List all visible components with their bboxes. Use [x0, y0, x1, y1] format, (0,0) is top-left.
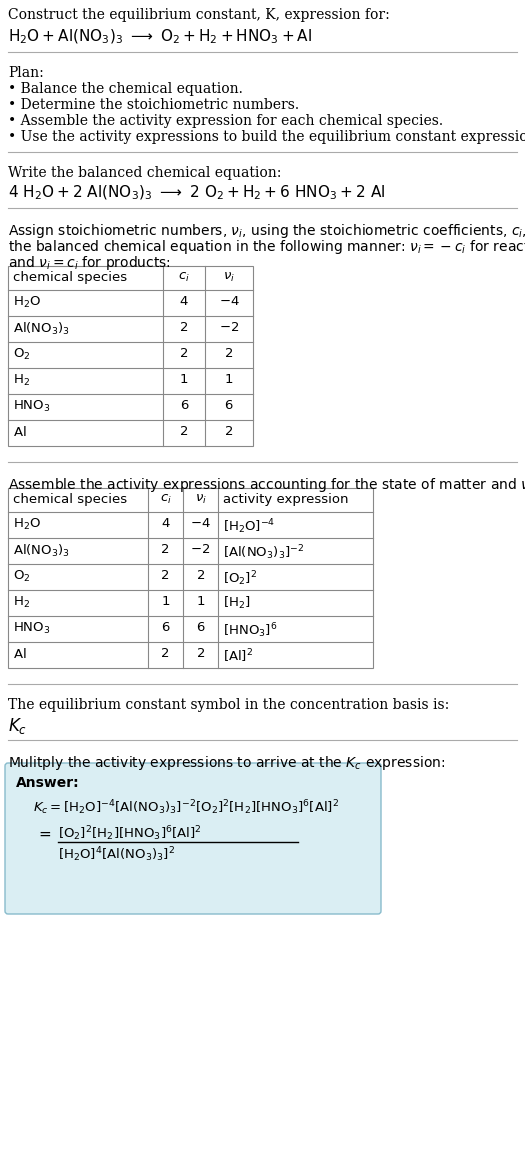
Text: Plan:: Plan: [8, 66, 44, 80]
Text: • Determine the stoichiometric numbers.: • Determine the stoichiometric numbers. [8, 98, 299, 112]
Text: $\mathrm{HNO_3}$: $\mathrm{HNO_3}$ [13, 621, 50, 636]
Text: 2: 2 [161, 543, 170, 556]
Text: $\mathrm{H_2}$: $\mathrm{H_2}$ [13, 595, 30, 610]
Text: $\nu_i$: $\nu_i$ [195, 493, 206, 506]
Text: $\mathrm{4\ H_2O + 2\ Al(NO_3)_3 \ \longrightarrow \ 2\ O_2 + H_2 + 6\ HNO_3 + 2: $\mathrm{4\ H_2O + 2\ Al(NO_3)_3 \ \long… [8, 184, 385, 203]
Text: $[\mathrm{H_2O}]^{-4}$: $[\mathrm{H_2O}]^{-4}$ [223, 516, 275, 536]
Bar [8, 266, 253, 446]
Text: 1: 1 [180, 373, 188, 386]
Text: $\mathrm{Al(NO_3)_3}$: $\mathrm{Al(NO_3)_3}$ [13, 543, 70, 559]
Text: 2: 2 [161, 647, 170, 660]
Text: Assign stoichiometric numbers, $\nu_i$, using the stoichiometric coefficients, $: Assign stoichiometric numbers, $\nu_i$, … [8, 222, 525, 240]
Text: $1$: $1$ [224, 373, 234, 386]
Text: the balanced chemical equation in the following manner: $\nu_i = -c_i$ for react: the balanced chemical equation in the fo… [8, 239, 525, 256]
Text: $\nu_i$: $\nu_i$ [223, 271, 235, 284]
Text: activity expression: activity expression [223, 493, 349, 506]
Text: and $\nu_i = c_i$ for products:: and $\nu_i = c_i$ for products: [8, 254, 171, 272]
Text: Assemble the activity expressions accounting for the state of matter and $\nu_i$: Assemble the activity expressions accoun… [8, 476, 525, 494]
Text: Mulitply the activity expressions to arrive at the $K_c$ expression:: Mulitply the activity expressions to arr… [8, 754, 445, 772]
Text: $-2$: $-2$ [191, 543, 211, 556]
Text: 6: 6 [180, 400, 188, 412]
Text: $[\mathrm{H_2O}]^{4}[\mathrm{Al(NO_3)_3}]^{2}$: $[\mathrm{H_2O}]^{4}[\mathrm{Al(NO_3)_3}… [58, 845, 175, 864]
Text: $\mathrm{HNO_3}$: $\mathrm{HNO_3}$ [13, 400, 50, 415]
Text: 4: 4 [161, 516, 170, 530]
Text: $\mathrm{Al(NO_3)_3}$: $\mathrm{Al(NO_3)_3}$ [13, 321, 70, 337]
Text: $\mathrm{Al}$: $\mathrm{Al}$ [13, 425, 27, 439]
Text: $\mathrm{O_2}$: $\mathrm{O_2}$ [13, 569, 30, 584]
Text: $-4$: $-4$ [190, 516, 211, 530]
Text: $c_i$: $c_i$ [178, 271, 190, 284]
Text: $-4$: $-4$ [218, 295, 239, 308]
Text: $6$: $6$ [196, 621, 205, 633]
Text: 2: 2 [180, 425, 188, 438]
Text: $2$: $2$ [196, 647, 205, 660]
Text: 4: 4 [180, 295, 188, 308]
Text: Write the balanced chemical equation:: Write the balanced chemical equation: [8, 166, 281, 179]
Text: 2: 2 [161, 569, 170, 582]
Text: The equilibrium constant symbol in the concentration basis is:: The equilibrium constant symbol in the c… [8, 698, 449, 712]
Text: $\mathrm{H_2O + Al(NO_3)_3 \ \longrightarrow \ O_2 + H_2 + HNO_3 + Al}$: $\mathrm{H_2O + Al(NO_3)_3 \ \longrighta… [8, 28, 312, 46]
Text: chemical species: chemical species [13, 271, 127, 284]
Text: $[\mathrm{H_2}]$: $[\mathrm{H_2}]$ [223, 595, 250, 611]
Text: 2: 2 [180, 347, 188, 360]
Text: $[\mathrm{HNO_3}]^{6}$: $[\mathrm{HNO_3}]^{6}$ [223, 621, 277, 639]
Text: $c_i$: $c_i$ [160, 493, 171, 506]
Text: $6$: $6$ [224, 400, 234, 412]
Text: $\mathrm{H_2O}$: $\mathrm{H_2O}$ [13, 516, 41, 532]
Text: 1: 1 [161, 595, 170, 608]
Text: $-2$: $-2$ [219, 321, 239, 334]
Text: $[\mathrm{O_2}]^{2}$: $[\mathrm{O_2}]^{2}$ [223, 569, 257, 588]
Text: $2$: $2$ [225, 425, 234, 438]
Text: $\mathrm{H_2O}$: $\mathrm{H_2O}$ [13, 295, 41, 310]
Bar [8, 488, 373, 668]
Text: $=$: $=$ [36, 826, 52, 841]
Text: $\mathrm{H_2}$: $\mathrm{H_2}$ [13, 373, 30, 388]
Text: 2: 2 [180, 321, 188, 334]
Text: $2$: $2$ [225, 347, 234, 360]
Text: Answer:: Answer: [16, 776, 80, 790]
Text: • Balance the chemical equation.: • Balance the chemical equation. [8, 82, 243, 96]
Text: $\mathrm{Al}$: $\mathrm{Al}$ [13, 647, 27, 661]
Text: Construct the equilibrium constant, K, expression for:: Construct the equilibrium constant, K, e… [8, 8, 390, 22]
Text: $[\mathrm{O_2}]^{2}[\mathrm{H_2}][\mathrm{HNO_3}]^{6}[\mathrm{Al}]^{2}$: $[\mathrm{O_2}]^{2}[\mathrm{H_2}][\mathr… [58, 824, 202, 843]
Text: chemical species: chemical species [13, 493, 127, 506]
Text: $K_c$: $K_c$ [8, 716, 27, 736]
Text: $K_c = [\mathrm{H_2O}]^{-4}[\mathrm{Al(NO_3)_3}]^{-2}[\mathrm{O_2}]^{2}[\mathrm{: $K_c = [\mathrm{H_2O}]^{-4}[\mathrm{Al(N… [33, 798, 339, 816]
Text: $1$: $1$ [196, 595, 205, 608]
Text: $\mathrm{O_2}$: $\mathrm{O_2}$ [13, 347, 30, 362]
Text: $[\mathrm{Al(NO_3)_3}]^{-2}$: $[\mathrm{Al(NO_3)_3}]^{-2}$ [223, 543, 304, 562]
Text: $2$: $2$ [196, 569, 205, 582]
Text: 6: 6 [161, 621, 170, 633]
Text: • Use the activity expressions to build the equilibrium constant expression.: • Use the activity expressions to build … [8, 130, 525, 144]
Text: • Assemble the activity expression for each chemical species.: • Assemble the activity expression for e… [8, 113, 443, 129]
Text: $[\mathrm{Al}]^{2}$: $[\mathrm{Al}]^{2}$ [223, 647, 253, 665]
FancyBboxPatch shape [5, 763, 381, 914]
